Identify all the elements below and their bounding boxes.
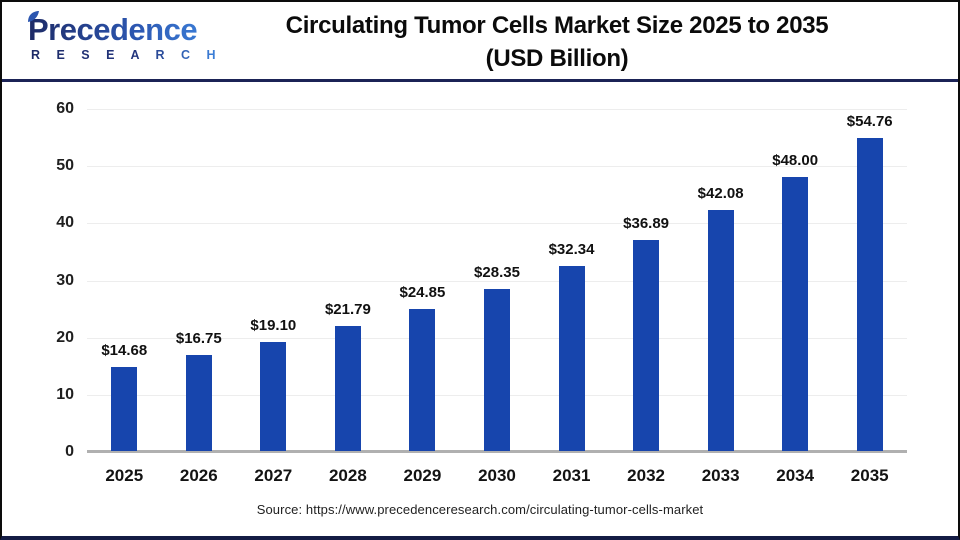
bar-2025 [111, 367, 138, 451]
bar-value-label: $28.35 [474, 263, 520, 281]
gridline [87, 166, 907, 168]
bar-value-label: $42.08 [697, 185, 744, 203]
source-text: Source: https://www.precedenceresearch.c… [256, 502, 704, 517]
bar-2032 [633, 240, 660, 451]
bar-value-label: $14.68 [101, 342, 148, 360]
bar-value-label: $32.34 [548, 241, 595, 259]
bar-2034 [782, 176, 809, 451]
y-axis-tick-label: 20 [56, 328, 74, 346]
bar-chart-plot: 0 10 20 30 40 50 60 $14.68 2025 $16.75 2026 $19.10 2… [56, 100, 907, 485]
leaf-icon [26, 10, 40, 28]
bar-value-label: $21.79 [324, 301, 371, 319]
gridline [87, 223, 907, 225]
header: Precedence R E S E A R C H Circulating T… [2, 2, 958, 82]
gridline [87, 280, 907, 282]
x-axis-tick-label: 2033 [701, 466, 740, 485]
bar-column: $42.08 2033 [683, 109, 758, 485]
y-axis-tick-label: 30 [56, 271, 74, 289]
bar-2030 [483, 288, 510, 451]
precedence-research-logo: Precedence R E S E A R C H [28, 11, 222, 62]
y-axis-tick-label: 0 [65, 443, 74, 460]
x-axis-tick-label: 2025 [105, 466, 144, 485]
bar-column: $19.10 2027 [236, 109, 311, 485]
x-axis-tick-label: 2030 [478, 466, 516, 485]
bar-2027 [260, 341, 287, 451]
bar-2028 [334, 326, 361, 451]
x-axis-tick-label: 2031 [552, 466, 591, 485]
bar-2029 [409, 308, 436, 451]
bar-2035 [856, 137, 883, 451]
chart-title-line1: Circulating Tumor Cells Market Size 2025… [285, 12, 829, 39]
chart-title: Circulating Tumor Cells Market Size 2025… [162, 9, 952, 75]
bar-value-label: $48.00 [772, 151, 819, 169]
x-axis-line [87, 450, 907, 453]
bar-2026 [185, 355, 212, 451]
bar-column: $24.85 2029 [385, 109, 460, 485]
y-axis-tick-label: 40 [56, 214, 74, 232]
bar-column: $32.34 2031 [534, 109, 609, 485]
bar-column: $48.00 2034 [758, 109, 833, 485]
bar-column: $14.68 2025 [87, 109, 162, 485]
x-axis-tick-label: 2028 [328, 466, 367, 485]
bar-column: $21.79 2028 [311, 109, 386, 485]
bar-value-label: $36.89 [623, 215, 670, 233]
bar-value-label: $19.10 [250, 316, 297, 334]
x-axis-tick-label: 2029 [403, 466, 442, 485]
x-axis-tick-label: 2032 [627, 466, 665, 485]
chart-area: 0 10 20 30 40 50 60 $14.68 2025 $16.75 2026 $19.10 2… [2, 82, 958, 533]
logo-wordmark: Precedence [28, 14, 222, 45]
bar-2031 [558, 266, 585, 451]
y-axis-tick-label: 60 [56, 100, 74, 117]
gridline [87, 109, 907, 110]
bar-value-label: $16.75 [175, 330, 222, 348]
bar-column: $28.35 2030 [460, 109, 535, 485]
y-axis-tick-label: 50 [56, 157, 74, 175]
bar-column: $16.75 2026 [162, 109, 237, 485]
bar-value-label: $54.76 [846, 112, 893, 130]
bar-column: $54.76 2035 [832, 109, 907, 485]
bar-value-label: $24.85 [399, 283, 446, 301]
x-axis-tick-label: 2034 [776, 466, 815, 485]
x-axis-tick-label: 2035 [850, 466, 889, 485]
bar-column: $36.89 2032 [609, 109, 684, 485]
y-axis-tick-label: 10 [56, 385, 74, 403]
chart-title-line2: (USD Billion) [485, 45, 629, 72]
x-axis-tick-label: 2026 [179, 466, 218, 485]
logo-subtitle: R E S E A R C H [28, 49, 222, 62]
x-axis-tick-label: 2027 [254, 466, 293, 485]
bar-2033 [707, 210, 734, 451]
